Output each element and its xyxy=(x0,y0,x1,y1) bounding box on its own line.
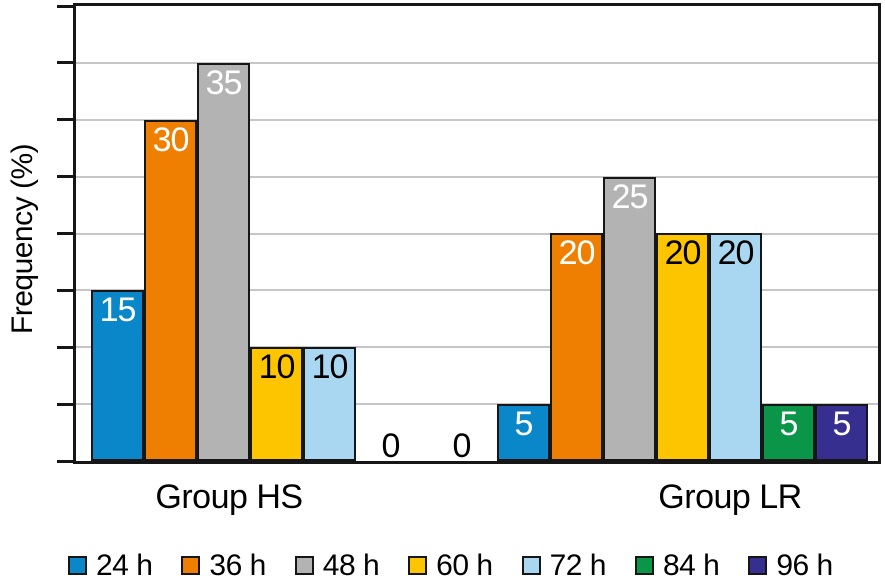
y-axis-tick xyxy=(57,61,73,65)
plot-area: 15 30 35 10 10 0 0 5 20 25 20 20 5 5 xyxy=(73,3,881,464)
gridline xyxy=(76,403,878,406)
bar-value-label: 15 xyxy=(99,291,137,329)
legend-swatch-48h xyxy=(294,556,314,575)
bar-value-label: 35 xyxy=(205,64,243,102)
bar-group-hs-36h xyxy=(144,120,197,461)
bar-group-hs-72h xyxy=(303,347,356,461)
gridline xyxy=(76,232,878,235)
y-axis-label: Frequency (%) xyxy=(6,143,39,335)
bar-value-label: 20 xyxy=(717,234,755,272)
bar-value-label: 20 xyxy=(664,234,702,272)
bar-value-label-zero: 0 xyxy=(452,427,472,465)
y-axis-tick xyxy=(57,118,73,122)
legend-item-60h: 60 h xyxy=(408,548,493,580)
legend-swatch-60h xyxy=(408,556,428,575)
bar-group-hs-60h xyxy=(250,347,303,461)
legend-swatch-84h xyxy=(634,556,654,575)
bar-value-label: 25 xyxy=(611,178,649,216)
gridline xyxy=(76,118,878,121)
gridline xyxy=(76,175,878,178)
bar-value-label: 5 xyxy=(779,405,799,443)
bar-group-hs-48h xyxy=(197,63,250,461)
legend-label-48h: 48 h xyxy=(322,548,380,580)
legend-item-48h: 48 h xyxy=(294,548,380,580)
x-axis-label-group-lr: Group LR xyxy=(658,478,802,516)
bar-group-lr-72h xyxy=(709,233,762,461)
legend-item-24h: 24 h xyxy=(68,548,153,580)
gridline xyxy=(76,61,878,64)
legend-swatch-72h xyxy=(521,556,541,575)
bar-group-lr-24h xyxy=(497,404,550,461)
y-axis-tick xyxy=(57,175,73,179)
legend-label-36h: 36 h xyxy=(209,548,266,580)
legend-item-36h: 36 h xyxy=(181,548,266,580)
y-axis-tick xyxy=(57,459,73,463)
legend: 24 h 36 h 48 h 60 h 72 h 84 h 96 h xyxy=(68,548,833,580)
bar-group-lr-96h xyxy=(815,404,868,461)
bar-value-label: 10 xyxy=(311,348,349,386)
y-axis-tick xyxy=(57,288,73,292)
bar-value-label: 20 xyxy=(558,234,596,272)
bar-value-label: 5 xyxy=(514,405,534,443)
x-axis-label-group-hs: Group HS xyxy=(155,478,303,516)
legend-item-96h: 96 h xyxy=(748,548,833,580)
bar-value-label: 5 xyxy=(832,405,852,443)
gridline xyxy=(76,346,878,349)
legend-item-72h: 72 h xyxy=(521,548,607,580)
gridline xyxy=(76,289,878,292)
y-axis-tick xyxy=(57,402,73,406)
bar-value-label: 30 xyxy=(152,121,190,159)
legend-label-72h: 72 h xyxy=(549,548,607,580)
bar-group-lr-84h xyxy=(762,404,815,461)
y-axis-tick xyxy=(57,345,73,349)
legend-label-84h: 84 h xyxy=(662,548,720,580)
bar-value-label-zero: 0 xyxy=(381,427,401,465)
legend-label-96h: 96 h xyxy=(776,548,833,580)
bar-group-hs-24h xyxy=(91,290,144,461)
legend-label-60h: 60 h xyxy=(436,548,493,580)
bar-group-lr-36h xyxy=(550,233,603,461)
legend-swatch-96h xyxy=(748,556,768,575)
legend-item-84h: 84 h xyxy=(634,548,720,580)
legend-swatch-36h xyxy=(181,556,201,575)
legend-swatch-24h xyxy=(68,556,87,575)
bar-value-label: 10 xyxy=(258,348,296,386)
y-axis-tick xyxy=(57,232,73,235)
bar-group-lr-48h xyxy=(603,177,656,461)
y-axis-tick xyxy=(57,4,73,8)
legend-label-24h: 24 h xyxy=(96,548,153,580)
bar-group-lr-60h xyxy=(656,233,709,461)
